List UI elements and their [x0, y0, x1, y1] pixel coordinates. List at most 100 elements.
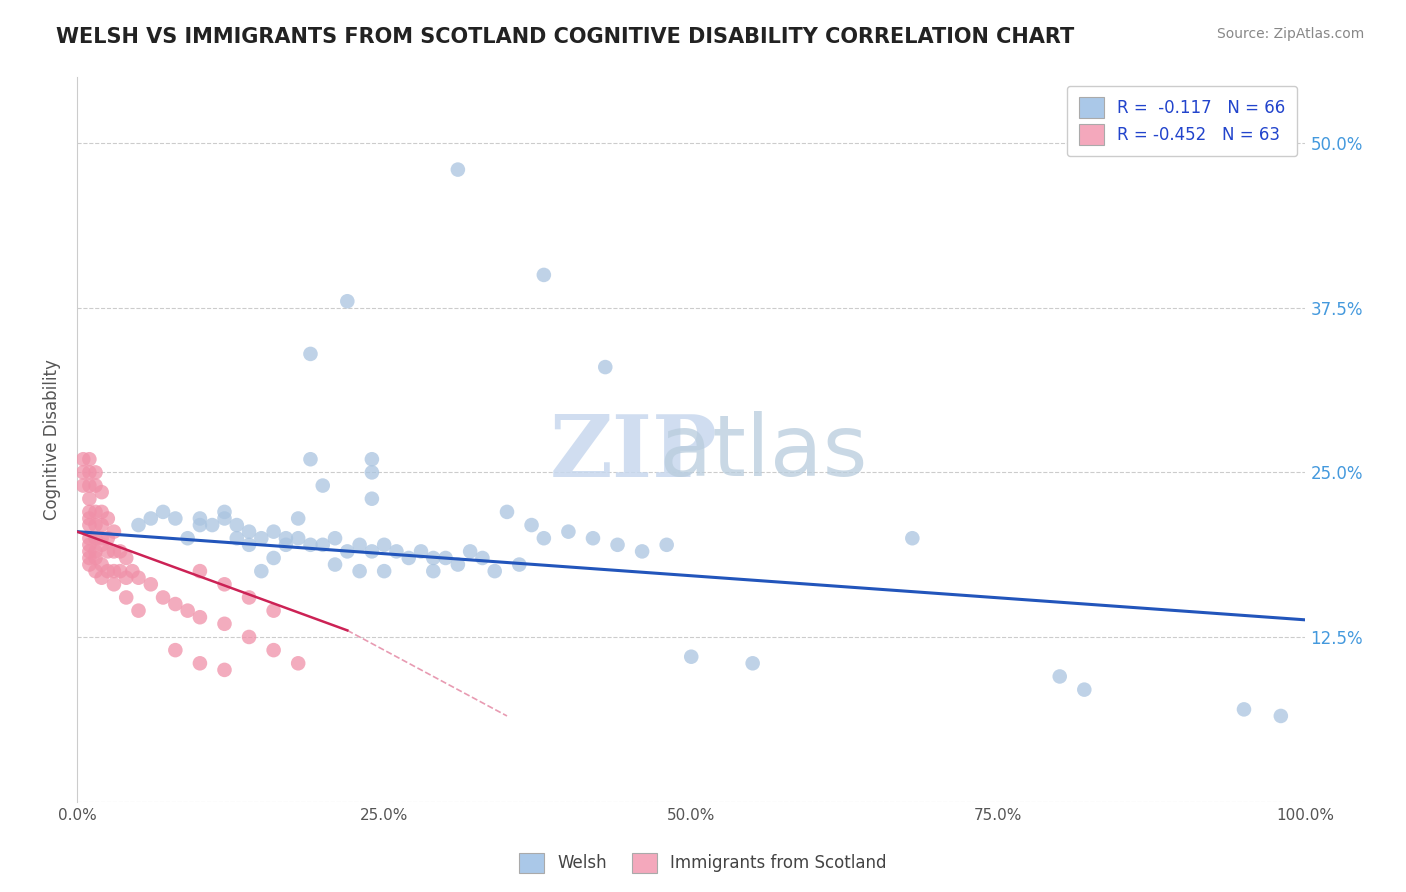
Point [263, 643, 285, 657]
Point [103, 564, 125, 578]
Point [97, 511, 120, 525]
Point [323, 531, 346, 545]
Point [79, 452, 101, 467]
Point [901, 531, 924, 545]
Point [360, 491, 382, 506]
Point [422, 564, 444, 578]
Point [103, 524, 125, 539]
Text: WELSH VS IMMIGRANTS FROM SCOTLAND COGNITIVE DISABILITY CORRELATION CHART: WELSH VS IMMIGRANTS FROM SCOTLAND COGNIT… [56, 27, 1074, 46]
Point [176, 604, 198, 618]
Point [1049, 669, 1071, 683]
Point [434, 551, 457, 566]
Point [508, 558, 530, 572]
Point [84, 505, 107, 519]
Point [1233, 702, 1256, 716]
Point [188, 564, 211, 578]
Point [84, 544, 107, 558]
Point [152, 505, 174, 519]
Point [79, 511, 101, 525]
Point [1270, 709, 1292, 723]
Point [238, 524, 260, 539]
Point [79, 558, 101, 572]
Point [631, 544, 654, 558]
Point [90, 485, 112, 500]
Point [323, 558, 346, 572]
Point [97, 544, 120, 558]
Point [115, 571, 138, 585]
Point [128, 604, 150, 618]
Point [84, 518, 107, 533]
Point [349, 538, 371, 552]
Point [458, 544, 481, 558]
Point [593, 360, 616, 375]
Point [312, 478, 335, 492]
Point [360, 544, 382, 558]
Point [533, 531, 555, 545]
Point [360, 452, 382, 467]
Point [90, 518, 112, 533]
Point [250, 531, 273, 545]
Point [681, 649, 703, 664]
Point [336, 544, 359, 558]
Point [84, 478, 107, 492]
Point [655, 538, 678, 552]
Y-axis label: Cognitive Disability: Cognitive Disability [44, 359, 60, 520]
Point [336, 294, 359, 309]
Point [360, 466, 382, 480]
Point [214, 577, 236, 591]
Legend: R =  -0.117   N = 66, R = -0.452   N = 63: R = -0.117 N = 66, R = -0.452 N = 63 [1067, 86, 1298, 156]
Point [72, 466, 94, 480]
Point [299, 347, 322, 361]
Point [263, 524, 285, 539]
Point [422, 551, 444, 566]
Point [165, 643, 187, 657]
Point [238, 591, 260, 605]
Point [97, 531, 120, 545]
Point [447, 558, 470, 572]
Point [152, 591, 174, 605]
Point [79, 518, 101, 533]
Point [90, 571, 112, 585]
Point [274, 538, 297, 552]
Point [72, 478, 94, 492]
Point [188, 610, 211, 624]
Point [79, 491, 101, 506]
Point [108, 564, 131, 578]
Point [176, 531, 198, 545]
Point [84, 564, 107, 578]
Point [188, 518, 211, 533]
Point [84, 551, 107, 566]
Point [139, 511, 162, 525]
Point [79, 531, 101, 545]
Point [97, 564, 120, 578]
Point [299, 452, 322, 467]
Point [79, 538, 101, 552]
Point [1073, 682, 1095, 697]
Point [214, 616, 236, 631]
Point [165, 511, 187, 525]
Point [165, 597, 187, 611]
Point [103, 544, 125, 558]
Point [409, 544, 432, 558]
Point [312, 538, 335, 552]
Point [263, 551, 285, 566]
Point [471, 551, 494, 566]
Point [214, 511, 236, 525]
Point [238, 538, 260, 552]
Point [90, 558, 112, 572]
Point [274, 531, 297, 545]
Point [520, 518, 543, 533]
Point [115, 591, 138, 605]
Point [349, 564, 371, 578]
Point [188, 511, 211, 525]
Text: ZIP: ZIP [550, 410, 717, 495]
Point [90, 538, 112, 552]
Point [79, 551, 101, 566]
Point [447, 162, 470, 177]
Point [741, 657, 763, 671]
Point [90, 531, 112, 545]
Point [108, 544, 131, 558]
Point [582, 531, 605, 545]
Point [263, 604, 285, 618]
Point [287, 531, 309, 545]
